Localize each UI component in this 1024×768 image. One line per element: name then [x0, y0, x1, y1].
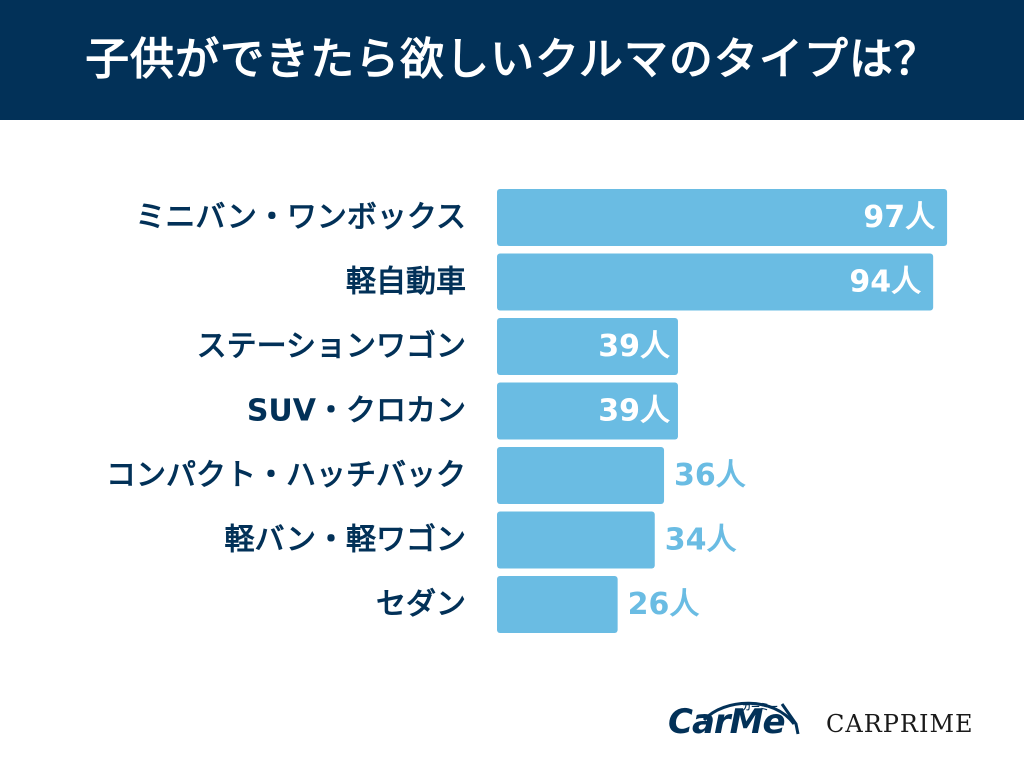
- bar: [497, 189, 948, 246]
- value-label: 94人: [849, 265, 921, 300]
- value-label: 26人: [628, 587, 700, 622]
- chart-title: 子供ができたら欲しいクルマのタイプは？: [85, 34, 939, 85]
- bar: [497, 253, 934, 311]
- bar: [497, 576, 618, 633]
- category-label: SUV・クロカン: [247, 394, 466, 429]
- bar: [497, 511, 655, 569]
- carme-logo-text: CarMe: [668, 702, 786, 742]
- value-label: 97人: [863, 200, 935, 235]
- category-label: ステーションワゴン: [197, 329, 466, 364]
- carme-logo: カーミー CarMe: [664, 694, 814, 754]
- value-label: 36人: [674, 458, 746, 493]
- category-label: セダン: [376, 587, 466, 622]
- category-label: 軽バン・軽ワゴン: [225, 523, 467, 558]
- category-label: 軽自動車: [346, 265, 466, 300]
- value-label: 39人: [598, 329, 670, 364]
- bar: [497, 318, 678, 375]
- value-label: 39人: [598, 394, 670, 429]
- carme-logo-kana: カーミー: [742, 703, 779, 713]
- bar: [497, 382, 678, 440]
- title-bar: [0, 0, 1024, 120]
- category-label: ミニバン・ワンボックス: [135, 200, 466, 235]
- bar: [497, 447, 665, 504]
- carprime-logo: CARPRIME: [826, 710, 974, 738]
- category-label: コンパクト・ハッチバック: [106, 458, 466, 493]
- value-label: 34人: [665, 523, 737, 558]
- carme-logo-arc-icon: [702, 701, 800, 735]
